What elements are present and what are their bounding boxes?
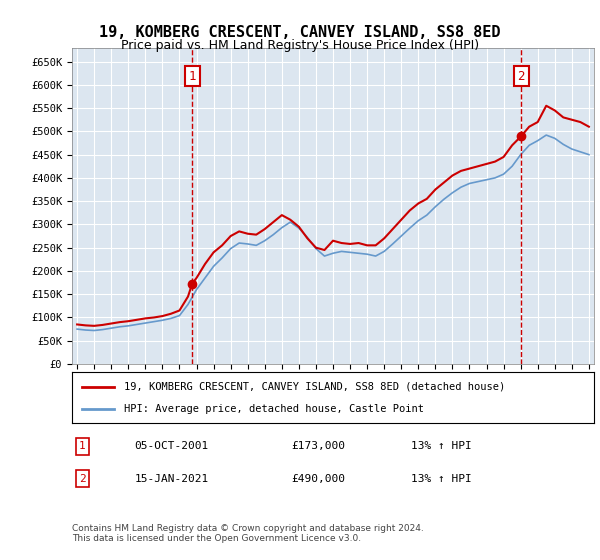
Text: Contains HM Land Registry data © Crown copyright and database right 2024.
This d: Contains HM Land Registry data © Crown c… [72, 524, 424, 543]
Text: 1: 1 [188, 69, 196, 82]
Text: 13% ↑ HPI: 13% ↑ HPI [412, 474, 472, 484]
Text: £490,000: £490,000 [291, 474, 345, 484]
Text: £173,000: £173,000 [291, 441, 345, 451]
Text: 15-JAN-2021: 15-JAN-2021 [134, 474, 209, 484]
Text: 19, KOMBERG CRESCENT, CANVEY ISLAND, SS8 8ED (detached house): 19, KOMBERG CRESCENT, CANVEY ISLAND, SS8… [124, 381, 505, 391]
Text: 19, KOMBERG CRESCENT, CANVEY ISLAND, SS8 8ED: 19, KOMBERG CRESCENT, CANVEY ISLAND, SS8… [99, 25, 501, 40]
Text: 13% ↑ HPI: 13% ↑ HPI [412, 441, 472, 451]
Text: HPI: Average price, detached house, Castle Point: HPI: Average price, detached house, Cast… [124, 404, 424, 414]
Text: 2: 2 [518, 69, 525, 82]
Text: 1: 1 [79, 441, 86, 451]
Text: Price paid vs. HM Land Registry's House Price Index (HPI): Price paid vs. HM Land Registry's House … [121, 39, 479, 52]
Text: 2: 2 [79, 474, 86, 484]
Text: 05-OCT-2001: 05-OCT-2001 [134, 441, 209, 451]
